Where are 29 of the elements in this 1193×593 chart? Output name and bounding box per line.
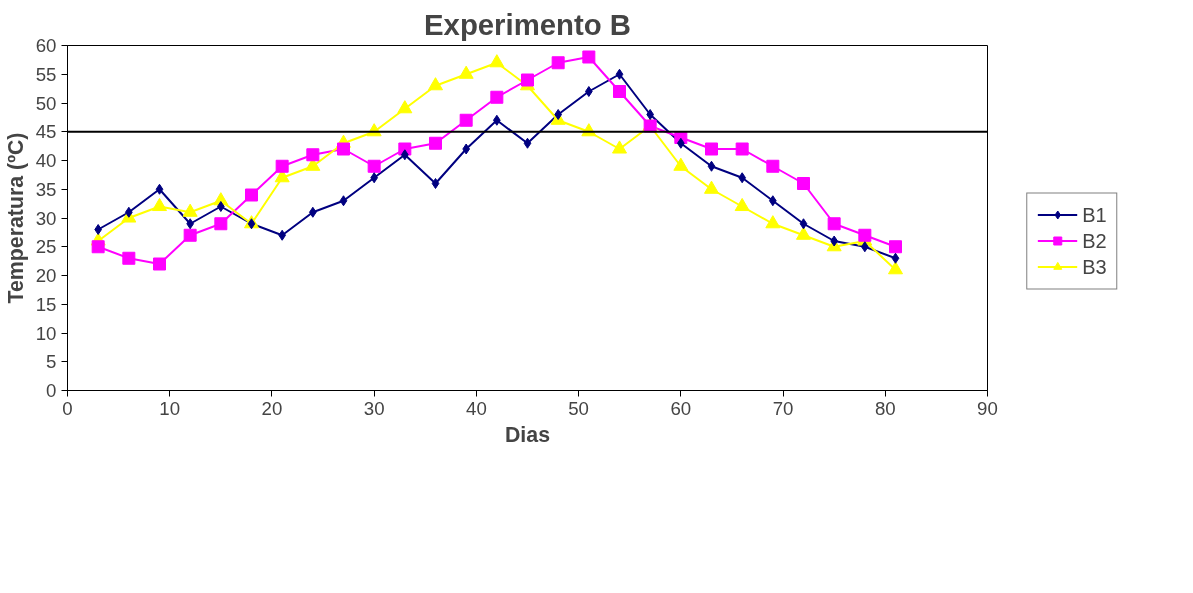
y-tick-label: 40 xyxy=(35,150,57,171)
x-tick-label: 40 xyxy=(466,397,487,419)
x-axis-title: Dias xyxy=(504,422,551,447)
x-tick-label: 30 xyxy=(363,397,385,419)
x-tick-label: 60 xyxy=(670,397,692,419)
y-tick-label: 35 xyxy=(35,178,57,200)
y-tick-label: 20 xyxy=(35,265,57,286)
y-tick-label: 5 xyxy=(46,351,57,373)
x-tick-label: 70 xyxy=(772,397,794,419)
y-tick-label: 30 xyxy=(35,207,57,229)
legend-label: B2 xyxy=(1082,229,1107,252)
x-tick-label: 10 xyxy=(159,397,181,419)
x-tick-label: 0 xyxy=(62,397,73,419)
x-tick-label: 50 xyxy=(568,397,589,419)
y-tick-label: 60 xyxy=(35,35,57,56)
legend-label: B3 xyxy=(1082,255,1107,278)
y-tick-label: 15 xyxy=(35,293,57,315)
x-tick-label: 90 xyxy=(977,397,998,419)
y-tick-label: 45 xyxy=(35,121,57,143)
x-tick-label: 80 xyxy=(874,397,896,419)
legend-label: B1 xyxy=(1082,203,1107,226)
chart-title: Experimento B xyxy=(424,7,631,41)
y-tick-label: 55 xyxy=(35,63,57,85)
x-tick-label: 20 xyxy=(261,397,283,419)
y-tick-label: 50 xyxy=(35,92,57,114)
y-tick-label: 0 xyxy=(46,380,57,401)
y-axis-title: Temperatura (ºC) xyxy=(3,132,28,304)
y-tick-label: 25 xyxy=(35,236,57,258)
y-tick-label: 10 xyxy=(35,322,57,344)
